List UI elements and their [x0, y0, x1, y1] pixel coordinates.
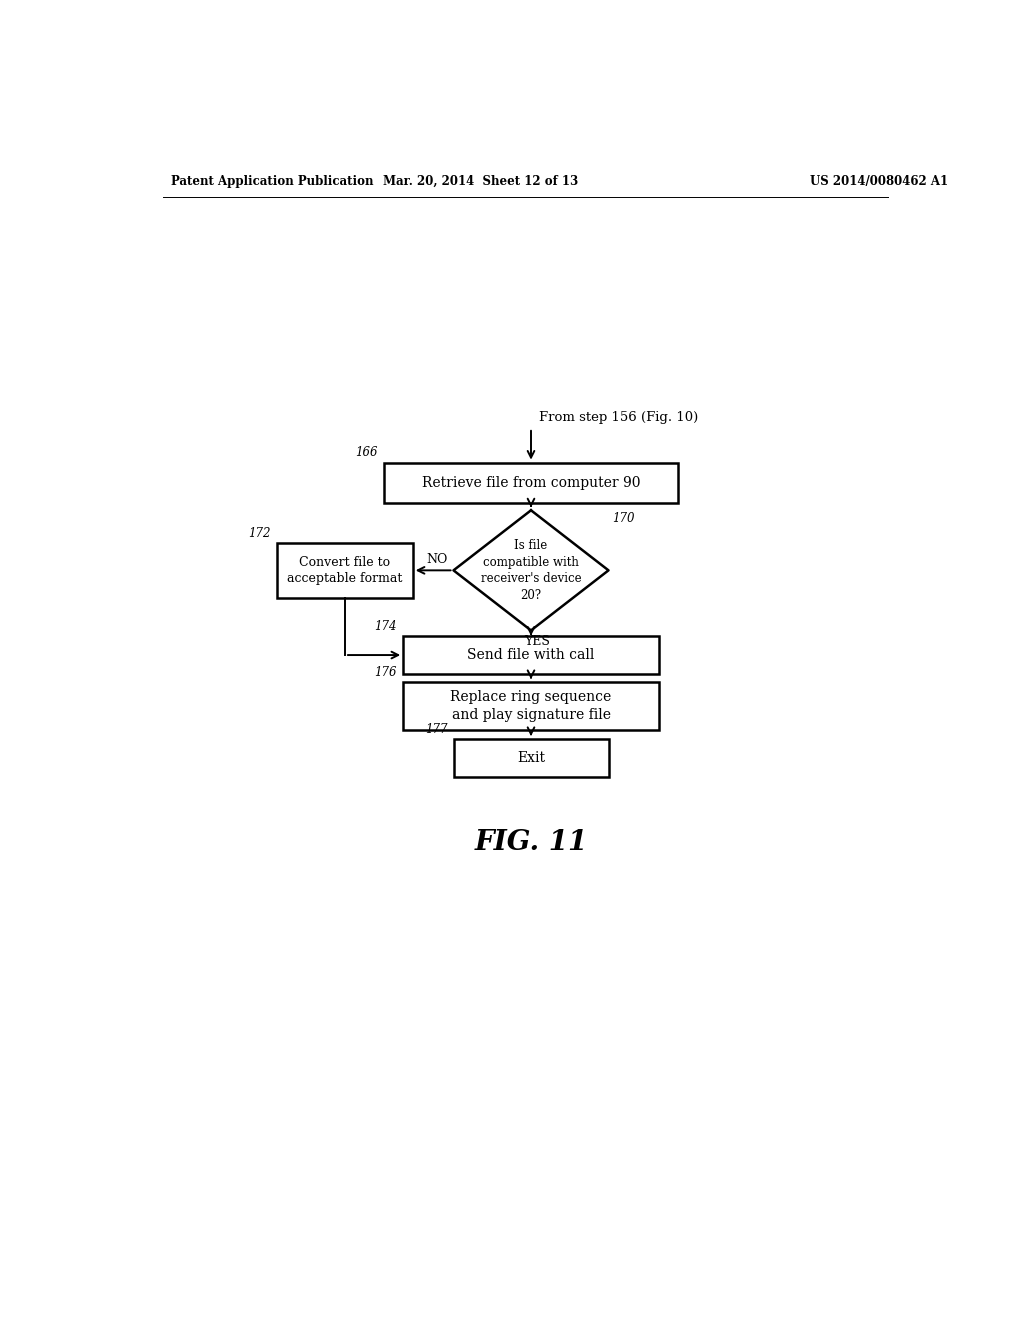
- Text: 174: 174: [375, 619, 397, 632]
- Text: Send file with call: Send file with call: [467, 648, 595, 663]
- Text: Replace ring sequence
and play signature file: Replace ring sequence and play signature…: [451, 690, 611, 722]
- Text: Is file
compatible with
receiver's device
20?: Is file compatible with receiver's devic…: [480, 539, 582, 602]
- Text: 170: 170: [612, 512, 635, 525]
- Text: Exit: Exit: [517, 751, 545, 766]
- Text: 166: 166: [355, 446, 378, 459]
- Text: FIG. 11: FIG. 11: [474, 829, 588, 857]
- Text: Mar. 20, 2014  Sheet 12 of 13: Mar. 20, 2014 Sheet 12 of 13: [383, 176, 579, 187]
- Text: From step 156 (Fig. 10): From step 156 (Fig. 10): [539, 411, 698, 424]
- FancyBboxPatch shape: [403, 682, 658, 730]
- FancyBboxPatch shape: [403, 636, 658, 675]
- Text: 176: 176: [375, 665, 397, 678]
- FancyBboxPatch shape: [384, 462, 678, 503]
- Text: US 2014/0080462 A1: US 2014/0080462 A1: [810, 176, 948, 187]
- Text: YES: YES: [524, 635, 550, 648]
- FancyBboxPatch shape: [278, 543, 413, 598]
- Text: Retrieve file from computer 90: Retrieve file from computer 90: [422, 475, 640, 490]
- Text: 172: 172: [249, 527, 271, 540]
- FancyBboxPatch shape: [454, 739, 608, 777]
- Text: 177: 177: [425, 723, 447, 737]
- Text: Patent Application Publication: Patent Application Publication: [171, 176, 373, 187]
- Polygon shape: [454, 511, 608, 631]
- Text: NO: NO: [426, 553, 447, 566]
- Text: Convert file to
acceptable format: Convert file to acceptable format: [288, 556, 402, 585]
